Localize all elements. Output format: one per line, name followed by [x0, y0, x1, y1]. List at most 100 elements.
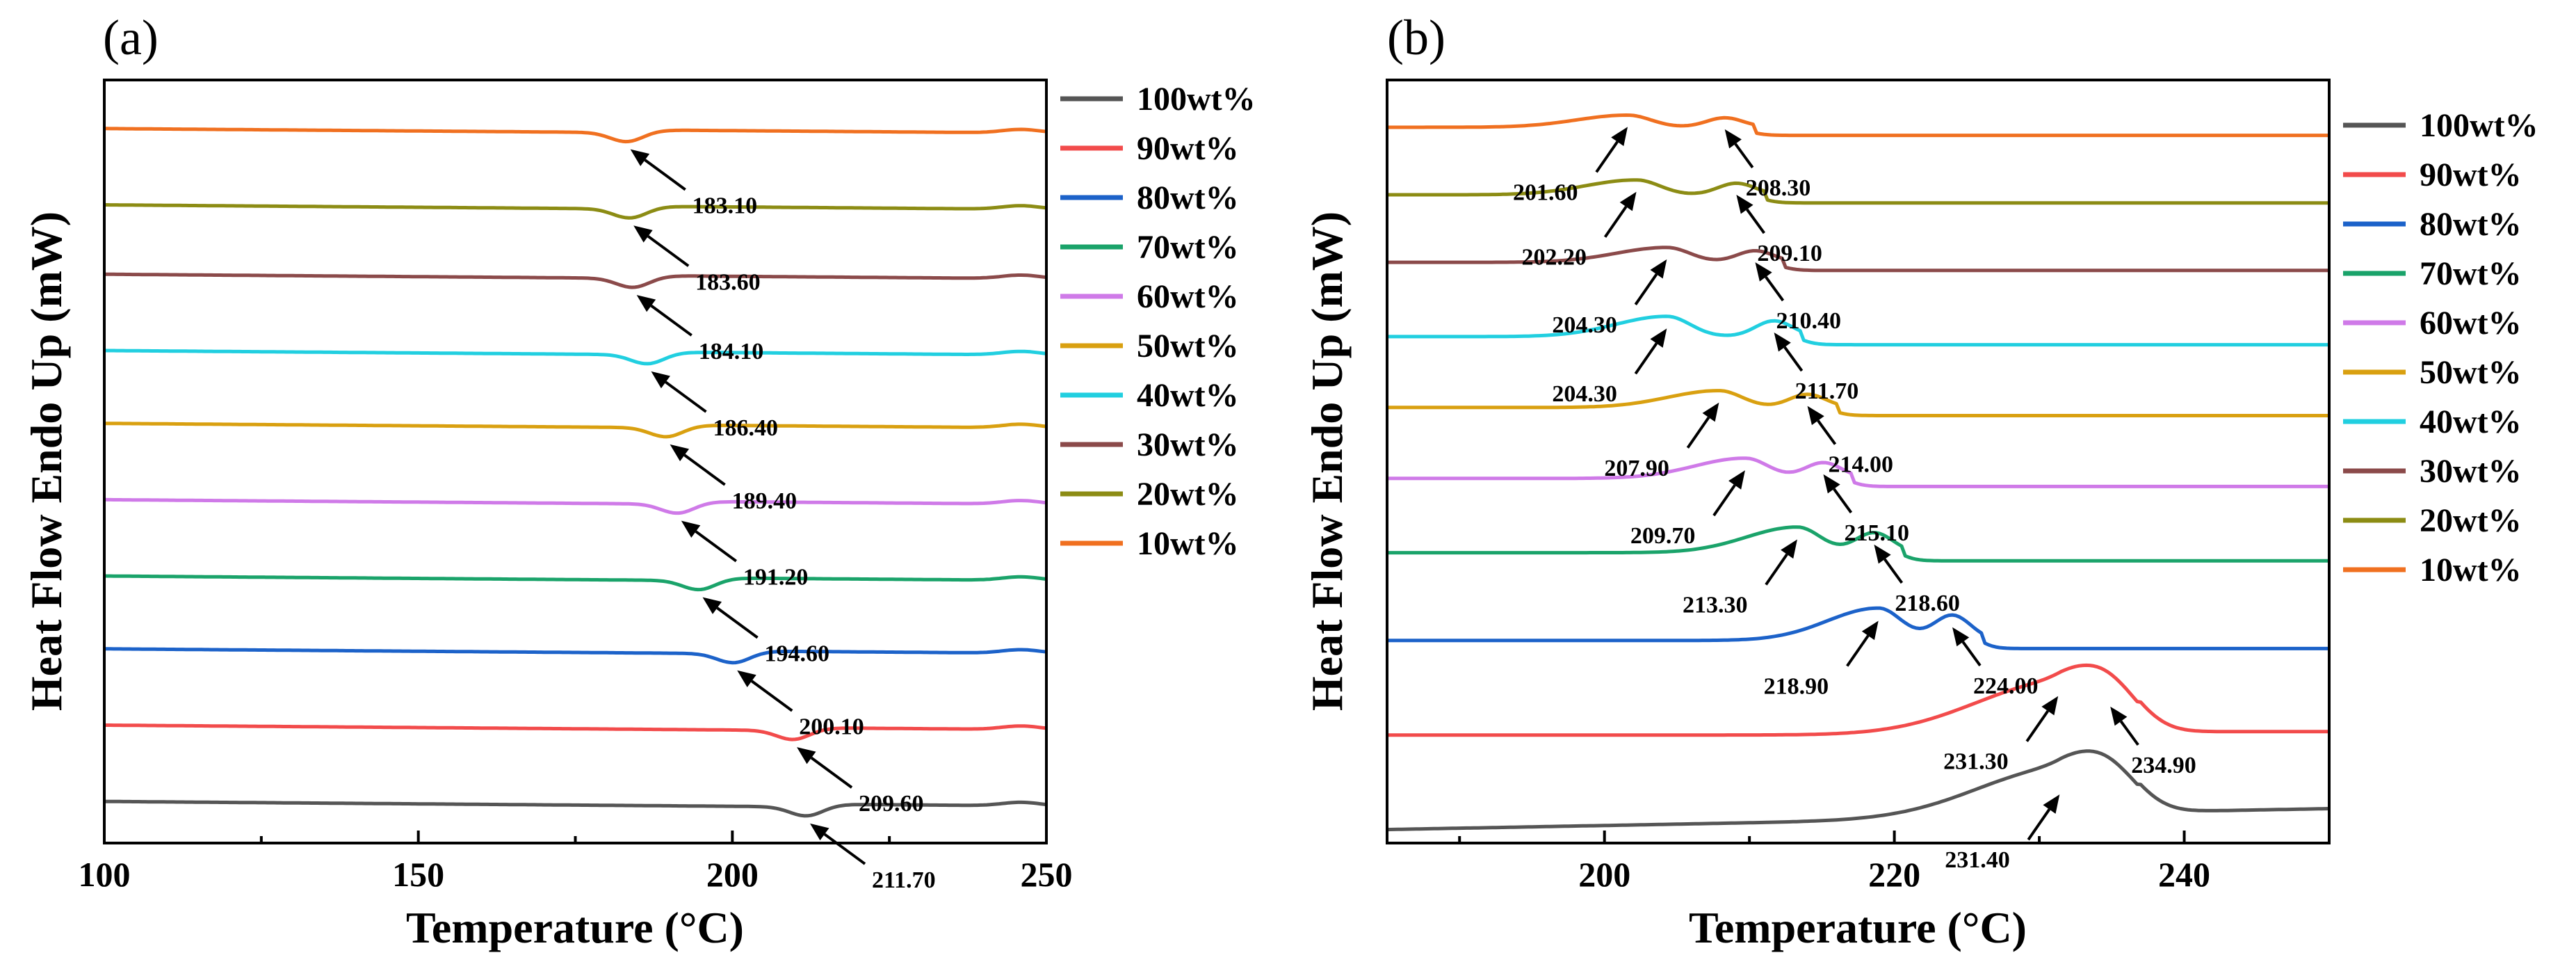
panel-a-anno-label: 200.10 [799, 714, 864, 740]
panel-a-series-10wt% [104, 127, 1047, 144]
panel-a-legend-label: 80wt% [1137, 179, 1239, 216]
panel-a-curves [104, 127, 1047, 818]
panel-a-x-tick-label: 100 [79, 855, 131, 894]
panel-b-series-20wt% [1387, 178, 2329, 205]
panel-a-anno-label: 211.70 [872, 867, 936, 893]
panel-b-series-70wt% [1387, 525, 2329, 563]
panel-a-annotations: 211.70 209.60 200.10 194.60 191.20 189.40 186.… [630, 149, 936, 893]
panel-a-anno-arrow [651, 371, 707, 413]
panel-a-legend-label: 70wt% [1137, 229, 1239, 266]
panel-b: (b) 231.40 231.30 234.90 218.90 224.00 213.30… [1302, 10, 2538, 952]
panel-a-anno-label: 183.10 [692, 193, 757, 219]
panel-a-legend-label: 60wt% [1137, 278, 1239, 315]
panel-a-series-100wt% [104, 799, 1047, 818]
panel-b-legend: 100wt% 90wt% 80wt% 70wt% 60wt% 50wt% 40wt% 30wt… [2343, 107, 2538, 588]
panel-b-label: (b) [1387, 10, 1445, 65]
panel-b-anno-arrow [1736, 195, 1766, 234]
panel-b-anno-label: 218.60 [1895, 591, 1960, 616]
panel-b-legend-label: 50wt% [2420, 354, 2522, 391]
panel-a-legend-label: 10wt% [1137, 525, 1239, 562]
panel-a-series-90wt% [104, 723, 1047, 741]
panel-a-anno-arrow [681, 520, 738, 563]
panel-a-anno-label: 183.60 [695, 269, 761, 295]
panel-b-plot-frame [1386, 79, 2331, 844]
panel-b-y-axis-title: Heat Flow Endo Up (mW) [1302, 211, 1352, 711]
panel-b-anno-arrow [1765, 539, 1797, 586]
panel-b-legend-label: 60wt% [2420, 305, 2522, 342]
panel-b-anno-arrow [1595, 127, 1628, 173]
panel-a-anno-arrow [737, 670, 793, 712]
panel-a-anno-label: 189.40 [732, 488, 797, 514]
panel-a-anno-arrow [636, 295, 692, 337]
panel-b-anno-label: 231.40 [1945, 847, 2010, 873]
panel-a-legend-label: 50wt% [1137, 328, 1239, 364]
panel-b-anno-arrow [1603, 191, 1637, 238]
panel-a-anno-label: 186.40 [713, 415, 778, 441]
panel-b-anno-label: 207.90 [1604, 456, 1669, 481]
panel-b-anno-label: 214.00 [1829, 452, 1894, 478]
panel-a-anno-label: 209.60 [859, 791, 924, 817]
panel-b-anno-label: 209.10 [1757, 241, 1822, 266]
panel-b-anno-label: 215.10 [1844, 520, 1909, 546]
panel-b-curves [1386, 113, 2330, 832]
panel-a-series-60wt% [104, 497, 1047, 515]
panel-b-anno-label: 209.70 [1630, 523, 1696, 549]
panel-b-series-40wt% [1387, 314, 2329, 347]
panel-a-y-axis-title: Heat Flow Endo Up (mW) [22, 211, 71, 711]
panel-b-series-50wt% [1387, 389, 2329, 417]
panel-a-x-tick-label: 150 [392, 855, 444, 894]
panel-a-x-tick-label: 250 [1021, 855, 1073, 894]
panel-a-series-80wt% [104, 647, 1047, 665]
panel-a-anno-arrow [630, 149, 686, 191]
panel-b-anno-label: 210.40 [1776, 308, 1841, 334]
panel-b-anno-arrow [1634, 259, 1667, 305]
panel-b-anno-label: 208.30 [1746, 175, 1811, 201]
panel-b-legend-label: 70wt% [2420, 255, 2522, 292]
panel-a-anno-label: 184.10 [699, 339, 764, 364]
panel-a-legend: 100wt% 90wt% 80wt% 70wt% 60wt% 50wt% 40wt% 30wt… [1060, 81, 1256, 562]
panel-b-x-axis-title: Temperature (°C) [1689, 903, 2027, 952]
panel-a-anno-arrow [670, 444, 726, 486]
panel-b-anno-arrow [1774, 332, 1804, 372]
panel-b-anno-label: 231.30 [1943, 749, 2009, 775]
panel-a-legend-label: 100wt% [1137, 81, 1256, 118]
panel-b-x-ticks: 200 220 240 [1458, 831, 2331, 894]
panel-a-x-axis-title: Temperature (°C) [406, 903, 744, 952]
panel-b-anno-arrow [2110, 706, 2139, 746]
panel-b-anno-arrow [1634, 328, 1667, 375]
panel-a-anno-label: 194.60 [765, 641, 830, 667]
panel-b-legend-label: 90wt% [2420, 157, 2522, 193]
panel-b-x-tick-label: 240 [2158, 855, 2210, 894]
panel-b-anno-label: 211.70 [1795, 378, 1859, 404]
panel-b-series-30wt% [1387, 246, 2329, 273]
panel-a-anno-arrow [810, 823, 866, 865]
panel-a-legend-label: 20wt% [1137, 476, 1239, 513]
panel-b-anno-arrow [1846, 620, 1879, 667]
panel-b-anno-arrow [1807, 406, 1837, 445]
panel-b-anno-label: 213.30 [1683, 593, 1748, 618]
panel-a-anno-label: 191.20 [743, 565, 809, 591]
panel-b-legend-label: 80wt% [2420, 206, 2522, 243]
panel-b-x-tick-label: 220 [1868, 855, 1920, 894]
panel-a-legend-label: 30wt% [1137, 426, 1239, 463]
panel-a-series-40wt% [104, 348, 1047, 366]
panel-b-x-tick-label: 200 [1578, 855, 1630, 894]
panel-b-anno-arrow [1823, 474, 1853, 514]
panel-b-anno-label: 224.00 [1973, 673, 2039, 699]
panel-b-anno-label: 202.20 [1522, 245, 1587, 271]
panel-a-legend-label: 40wt% [1137, 377, 1239, 414]
panel-b-anno-arrow [1686, 402, 1719, 449]
panel-a: (a) 211.70 209.60 200.10 194.60 191.20 189.40… [22, 10, 1256, 952]
panel-b-anno-arrow [1874, 544, 1904, 584]
panel-b-legend-label: 10wt% [2420, 552, 2522, 588]
panel-b-legend-label: 40wt% [2420, 403, 2522, 440]
panel-b-series-100wt% [1386, 749, 2330, 832]
panel-a-series-70wt% [104, 574, 1047, 592]
panel-a-x-tick-label: 200 [706, 855, 759, 894]
panel-a-x-ticks: 100 150 200 250 [79, 831, 1073, 894]
panel-a-label: (a) [103, 10, 159, 65]
panel-b-anno-arrow [2025, 696, 2059, 742]
panel-b-anno-arrow [1755, 262, 1785, 302]
panel-b-series-10wt% [1387, 113, 2329, 138]
